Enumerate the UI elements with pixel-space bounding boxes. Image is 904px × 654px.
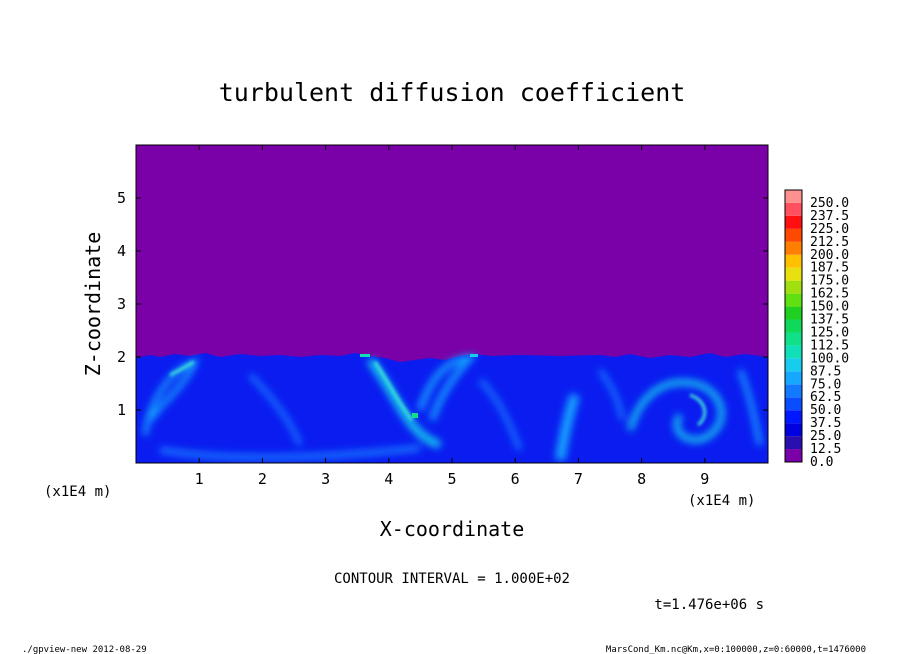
colorbar-label: 100.0 [810,351,849,366]
colorbar-label: 175.0 [810,274,849,289]
colorbar: 0.012.525.037.550.062.575.087.5100.0112.… [784,189,849,470]
time-label: t=1.476e+06 s [654,597,764,613]
colorbar-swatch [785,436,802,450]
x-tick-label: 9 [700,470,709,488]
x-tick-label: 1 [195,470,204,488]
boundary-layer [136,353,768,463]
colorbar-label: 225.0 [810,222,849,237]
colorbar-swatch [785,423,802,437]
colorbar-swatch [785,332,802,346]
colorbar-swatch [785,293,802,307]
colorbar-swatch [785,241,802,255]
y-tick-label: 5 [117,189,126,207]
x-axis: 1 2 3 4 5 6 7 8 9 [195,145,709,488]
eddy-highlights [169,360,707,427]
y-tick-label: 4 [117,242,126,260]
y-axis: 1 2 3 4 5 [117,189,768,419]
colorbar-swatch [785,397,802,411]
colorbar-label: 37.5 [810,416,841,431]
colorbar-label: 187.5 [810,261,849,276]
colorbar-label: 75.0 [810,377,841,392]
colorbar-label: 150.0 [810,300,849,315]
colorbar-label: 25.0 [810,429,841,444]
colorbar-label: 237.5 [810,209,849,224]
colorbar-swatch [785,202,802,216]
y-axis-unit: (x1E4 m) [44,484,111,500]
x-tick-label: 8 [637,470,646,488]
footer-left: ./gpview-new 2012-08-29 [22,645,147,654]
colorbar-swatch [785,190,802,203]
footer-right: MarsCond_Km.nc@Km,x=0:100000,z=0:60000,t… [606,645,866,654]
colorbar-label: 200.0 [810,248,849,263]
x-tick-label: 6 [511,470,520,488]
colorbar-swatch [785,449,802,462]
colorbar-swatch [785,306,802,320]
colorbar-swatch [785,267,802,281]
x-tick-label: 7 [574,470,583,488]
colorbar-label: 250.0 [810,196,849,211]
colorbar-swatch [785,384,802,398]
colorbar-frame [784,189,803,463]
y-tick-label: 1 [117,401,126,419]
heatmap-field [136,145,768,463]
colorbar-label: 125.0 [810,325,849,340]
y-axis-title: Z-coordinate [81,232,105,377]
colorbar-swatch [785,371,802,385]
y-tick-label: 3 [117,295,126,313]
colorbar-label: 112.5 [810,338,849,353]
colorbar-swatch [785,228,802,242]
colorbar-label: 62.5 [810,390,841,405]
colorbar-label: 50.0 [810,403,841,418]
top-edge-speckles [360,354,478,418]
contour-interval: CONTOUR INTERVAL = 1.000E+02 [334,571,570,587]
colorbar-swatch [785,358,802,372]
colorbar-label: 137.5 [810,313,849,328]
y-tick-label: 2 [117,348,126,366]
colorbar-swatch [785,280,802,294]
x-tick-label: 3 [321,470,330,488]
x-axis-title: X-coordinate [380,517,525,541]
colorbar-swatch [785,410,802,424]
eddy-structures [142,354,763,461]
colorbar-swatch [785,319,802,333]
colorbar-swatch [785,345,802,359]
colorbar-label: 87.5 [810,364,841,379]
colorbar-label: 12.5 [810,442,841,457]
x-tick-label: 5 [447,470,456,488]
colorbar-swatch [785,254,802,268]
colorbar-label: 162.5 [810,287,849,302]
chart-title: turbulent diffusion coefficient [219,78,686,107]
x-axis-unit: (x1E4 m) [688,493,755,509]
x-tick-label: 2 [258,470,267,488]
colorbar-label: 0.0 [810,455,833,470]
x-tick-label: 4 [384,470,393,488]
colorbar-swatch [785,215,802,229]
colorbar-label: 212.5 [810,235,849,250]
